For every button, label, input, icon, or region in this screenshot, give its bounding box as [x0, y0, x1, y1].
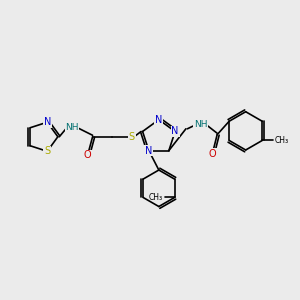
Text: N: N — [145, 146, 152, 156]
Text: S: S — [44, 146, 50, 156]
Text: NH: NH — [65, 123, 79, 132]
Text: O: O — [84, 150, 92, 160]
Text: NH: NH — [194, 121, 207, 130]
Text: O: O — [208, 148, 216, 158]
Text: N: N — [171, 127, 179, 136]
Text: S: S — [129, 132, 135, 142]
Text: CH₃: CH₃ — [274, 136, 289, 145]
Text: N: N — [155, 115, 163, 125]
Text: CH₃: CH₃ — [149, 193, 163, 202]
Text: N: N — [44, 117, 51, 127]
